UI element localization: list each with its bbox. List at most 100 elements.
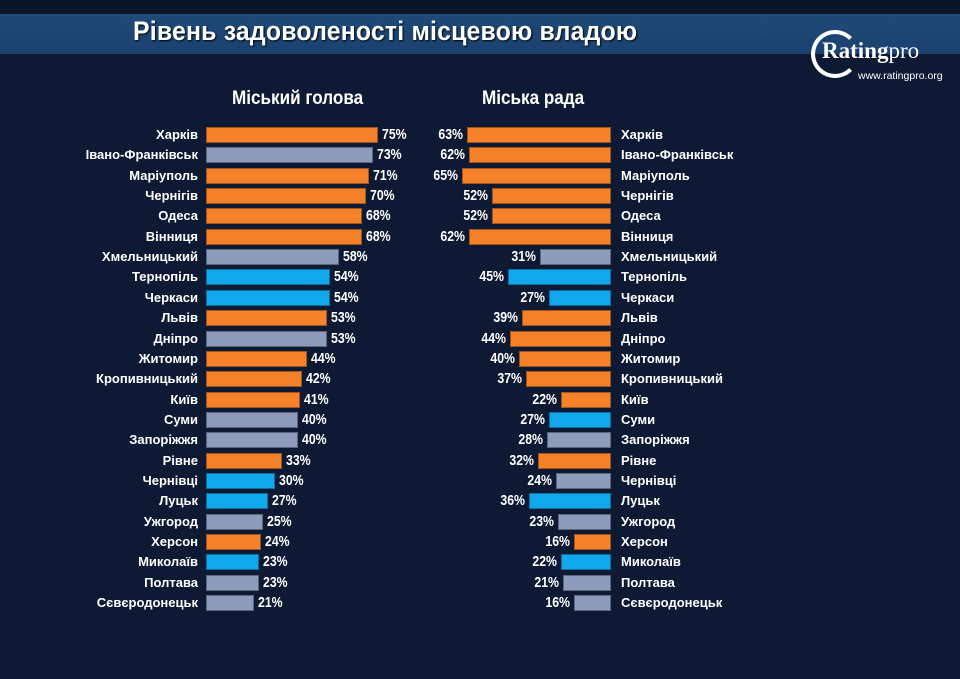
data-label: 27% xyxy=(520,410,546,428)
category-label: Миколаїв xyxy=(621,554,681,570)
bar xyxy=(206,574,259,591)
category-label: Рівне xyxy=(162,452,198,468)
bar xyxy=(206,330,328,347)
bar xyxy=(521,310,611,327)
category-label: Луцьк xyxy=(621,493,660,509)
data-label: 27% xyxy=(271,492,297,510)
data-label: 52% xyxy=(463,207,488,225)
category-label: Херсон xyxy=(151,534,198,549)
title-band xyxy=(0,14,960,54)
data-label: 22% xyxy=(531,553,557,571)
logo-url: www.ratingpro.org xyxy=(858,70,943,82)
data-label: 53% xyxy=(331,309,356,327)
category-label: Хмельницький xyxy=(621,249,718,265)
data-label: 44% xyxy=(481,329,507,347)
bar xyxy=(206,147,374,164)
data-label: 45% xyxy=(479,268,504,286)
bar xyxy=(469,228,611,245)
category-label: Кропивницький xyxy=(96,371,198,387)
logo-suffix: pro xyxy=(888,38,920,63)
category-label: Чернівці xyxy=(142,472,198,488)
bar xyxy=(206,167,369,184)
bar xyxy=(549,411,611,428)
category-label: Тернопіль xyxy=(132,269,198,285)
data-label: 73% xyxy=(377,146,402,164)
category-label: Київ xyxy=(170,391,198,407)
data-label: 40% xyxy=(301,410,327,428)
data-label: 42% xyxy=(306,370,331,388)
bar xyxy=(560,554,611,571)
category-label: Сєвєродонецьк xyxy=(621,595,723,611)
bar xyxy=(206,127,378,143)
bar xyxy=(206,208,362,225)
category-label: Полтава xyxy=(621,574,675,590)
data-label: 62% xyxy=(440,146,466,164)
category-label: Кропивницький xyxy=(621,371,723,387)
bar xyxy=(526,371,611,388)
category-label: Львів xyxy=(161,310,198,326)
bar xyxy=(562,574,611,591)
bar xyxy=(510,330,611,347)
bar xyxy=(206,249,339,266)
bar xyxy=(507,269,611,286)
data-label: 24% xyxy=(527,471,553,489)
data-label: 68% xyxy=(365,227,391,245)
bar xyxy=(206,432,298,449)
data-label: 28% xyxy=(518,431,543,449)
data-label: 70% xyxy=(370,187,395,205)
bar xyxy=(206,310,328,327)
data-label: 41% xyxy=(303,390,329,408)
data-label: 63% xyxy=(438,126,463,143)
data-label: 68% xyxy=(365,207,391,225)
category-label: Полтава xyxy=(144,574,198,590)
data-label: 54% xyxy=(333,288,359,306)
logo-wordmark: Ratingpro xyxy=(822,38,919,64)
bar xyxy=(549,289,611,306)
logo-name: Rating xyxy=(822,38,889,63)
bar xyxy=(206,534,261,550)
data-label: 40% xyxy=(301,431,327,449)
category-label: Івано-Франківськ xyxy=(85,147,198,163)
category-label: Сєвєродонецьк xyxy=(96,595,198,611)
bar xyxy=(491,208,611,225)
bar xyxy=(206,411,298,428)
category-label: Миколаїв xyxy=(138,554,198,570)
data-label: 16% xyxy=(545,533,571,550)
bar xyxy=(469,147,611,164)
data-label: 40% xyxy=(490,349,516,367)
category-label: Запоріжжя xyxy=(129,432,198,448)
data-label: 21% xyxy=(258,594,283,612)
page-title: Рівень задоволеності місцевою владою xyxy=(133,16,638,46)
bar xyxy=(206,188,367,205)
category-label: Вінниця xyxy=(145,228,198,244)
data-label: 75% xyxy=(381,126,407,143)
data-label: 58% xyxy=(342,248,368,266)
category-label: Харків xyxy=(621,127,663,142)
category-label: Тернопіль xyxy=(621,269,687,285)
top-strip xyxy=(0,0,960,14)
bar xyxy=(537,452,611,469)
category-label: Одеса xyxy=(621,208,661,224)
category-label: Рівне xyxy=(621,452,657,468)
ratingpro-logo: Ratingpro www.ratingpro.org xyxy=(808,26,958,86)
bar xyxy=(206,554,259,571)
data-label: 33% xyxy=(285,451,311,469)
category-label: Ужгород xyxy=(621,513,676,529)
bar xyxy=(206,472,275,489)
category-label: Суми xyxy=(621,411,656,427)
bar xyxy=(558,513,611,530)
bar xyxy=(206,269,330,286)
category-label: Маріуполь xyxy=(129,167,198,183)
bar xyxy=(206,350,307,367)
bar xyxy=(206,513,264,530)
category-label: Дніпро xyxy=(621,330,666,346)
data-label: 71% xyxy=(372,166,398,184)
chart-title-mayor: Міський голова xyxy=(232,88,364,109)
data-label: 24% xyxy=(264,533,290,550)
bar xyxy=(206,289,330,306)
category-label: Чернігів xyxy=(145,188,198,204)
category-label: Київ xyxy=(621,391,649,407)
bar xyxy=(491,188,611,205)
bar xyxy=(574,595,611,612)
data-label: 62% xyxy=(440,227,466,245)
